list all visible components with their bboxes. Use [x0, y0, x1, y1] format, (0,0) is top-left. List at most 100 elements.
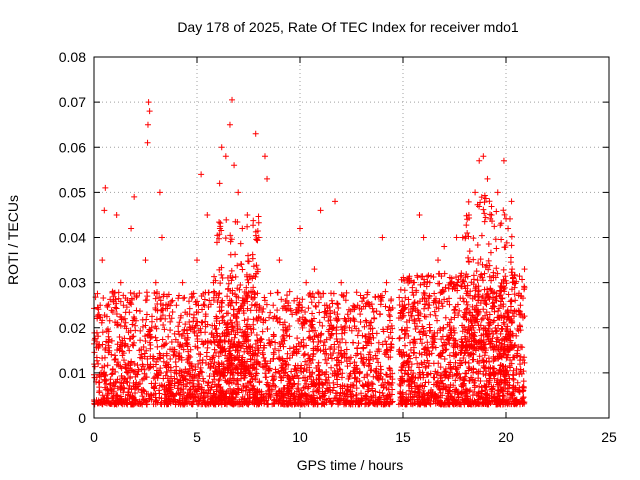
data-point	[152, 279, 159, 286]
data-point	[341, 350, 348, 357]
data-point	[459, 234, 466, 241]
data-point	[238, 261, 245, 268]
data-point	[493, 290, 500, 297]
data-point	[227, 232, 234, 239]
data-point	[202, 313, 209, 320]
data-point	[471, 337, 478, 344]
data-point	[302, 358, 309, 365]
data-point	[109, 308, 116, 315]
data-point	[157, 307, 164, 314]
data-point	[148, 333, 155, 340]
data-point	[169, 309, 176, 316]
data-point	[213, 239, 220, 246]
data-point	[278, 362, 285, 369]
data-point	[488, 211, 495, 218]
data-point	[399, 375, 406, 382]
data-point	[335, 304, 342, 311]
data-point	[215, 400, 222, 407]
data-point	[325, 386, 332, 393]
data-point	[261, 297, 268, 304]
data-point	[200, 394, 207, 401]
data-point	[245, 279, 252, 286]
data-point	[470, 272, 477, 279]
data-point	[365, 383, 372, 390]
data-point	[487, 286, 494, 293]
data-point	[267, 342, 274, 349]
data-point	[244, 321, 251, 328]
data-point	[217, 344, 224, 351]
data-point	[334, 381, 341, 388]
data-point	[401, 287, 408, 294]
data-point	[472, 189, 479, 196]
data-point	[468, 374, 475, 381]
data-point	[362, 317, 369, 324]
data-point	[275, 347, 282, 354]
data-point	[338, 324, 345, 331]
data-point	[398, 400, 405, 407]
data-point	[266, 336, 273, 343]
data-point	[186, 323, 193, 330]
data-point	[187, 324, 194, 331]
chart-title: Day 178 of 2025, Rate Of TEC Index for r…	[177, 19, 519, 35]
data-point	[471, 397, 478, 404]
data-point	[137, 327, 144, 334]
data-point	[500, 301, 507, 308]
data-point	[128, 301, 135, 308]
data-point	[465, 211, 472, 218]
data-point	[417, 369, 424, 376]
data-point	[411, 393, 418, 400]
data-point	[411, 300, 418, 307]
data-point	[313, 376, 320, 383]
data-point	[177, 386, 184, 393]
data-point	[228, 361, 235, 368]
data-point	[159, 312, 166, 319]
data-point	[372, 388, 379, 395]
data-point	[320, 342, 327, 349]
data-point	[228, 236, 235, 243]
data-point	[95, 399, 102, 406]
data-point	[111, 352, 118, 359]
data-point	[307, 395, 314, 402]
data-point	[250, 222, 257, 229]
data-point	[180, 346, 187, 353]
data-point	[245, 386, 252, 393]
data-point	[164, 401, 171, 408]
data-point	[315, 299, 322, 306]
data-point	[142, 374, 149, 381]
data-point	[345, 387, 352, 394]
data-point	[106, 381, 113, 388]
data-point	[507, 254, 514, 261]
data-point	[132, 383, 139, 390]
data-point	[253, 262, 260, 269]
data-point	[425, 272, 432, 279]
data-point	[129, 321, 136, 328]
data-point	[314, 401, 321, 408]
data-point	[363, 300, 370, 307]
data-point	[148, 313, 155, 320]
data-point	[489, 300, 496, 307]
data-point	[491, 343, 498, 350]
data-point	[216, 320, 223, 327]
data-point	[454, 389, 461, 396]
data-point	[111, 383, 118, 390]
data-point	[481, 352, 488, 359]
data-point	[232, 355, 239, 362]
data-point	[357, 351, 364, 358]
data-point	[189, 293, 196, 300]
data-point	[299, 401, 306, 408]
data-point	[221, 329, 228, 336]
data-point	[328, 297, 335, 304]
data-point	[242, 387, 249, 394]
data-point	[114, 359, 121, 366]
data-point	[274, 307, 281, 314]
data-point	[101, 312, 108, 319]
data-point	[362, 333, 369, 340]
data-point	[127, 366, 134, 373]
data-point	[119, 401, 126, 408]
data-point	[442, 314, 449, 321]
data-point	[410, 303, 417, 310]
data-point	[478, 194, 485, 201]
data-point	[457, 374, 464, 381]
data-point	[478, 341, 485, 348]
data-point	[320, 348, 327, 355]
